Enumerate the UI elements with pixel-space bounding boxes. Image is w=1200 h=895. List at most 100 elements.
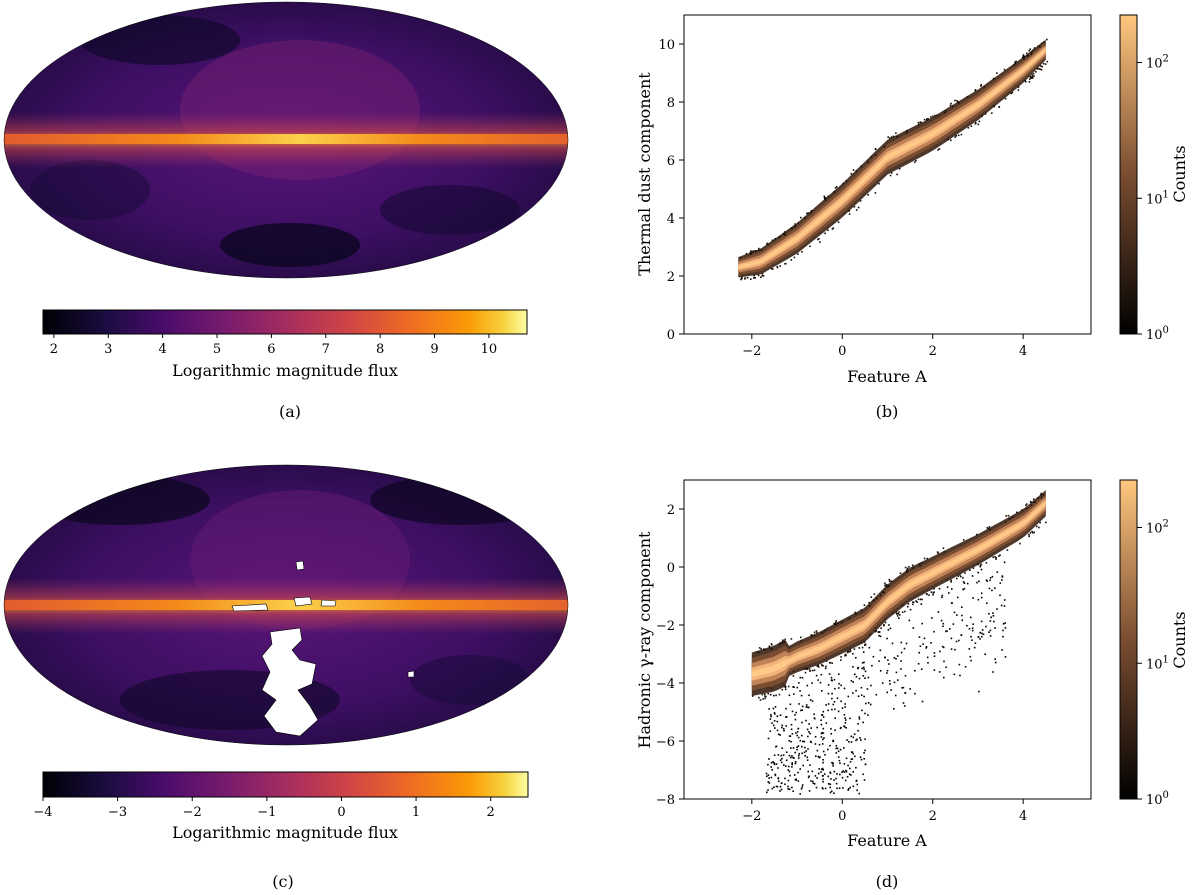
hist-d-sparse-bin — [798, 703, 800, 705]
axis-d-ytick-label: 2 — [667, 503, 675, 518]
hist-d-sparse-bin — [852, 653, 854, 655]
hist-d-sparse-bin — [825, 660, 828, 662]
hist-d-sparse-bin — [821, 732, 823, 734]
hist-b-sparse-bin — [793, 225, 796, 227]
hist-b-sparse-bin — [1040, 42, 1043, 45]
hist-d-sparse-bin — [902, 686, 905, 689]
hist-d-sparse-bin — [800, 788, 803, 790]
colorbar-c — [42, 771, 529, 798]
hist-d-sparse-bin — [867, 676, 870, 679]
hist-d-sparse-bin — [921, 700, 924, 703]
hist-d-sparse-bin — [1028, 535, 1030, 538]
hist-d-sparse-bin — [959, 573, 961, 576]
hist-b-sparse-bin — [960, 133, 963, 136]
hist-b-sparse-bin — [750, 251, 753, 254]
hist-d-sparse-bin — [956, 614, 958, 616]
hist-b-sparse-bin — [930, 116, 932, 118]
hist-d-sparse-bin — [791, 755, 793, 757]
hist-b-sparse-bin — [771, 268, 773, 270]
hist-d-sparse-bin — [832, 763, 834, 765]
hist-d-sparse-bin — [906, 567, 909, 570]
hist-b-sparse-bin — [797, 253, 799, 255]
hist-d-sparse-bin — [899, 572, 902, 574]
hist-b-sparse-bin — [970, 125, 973, 127]
axis-b-ytick-label: 2 — [667, 270, 675, 285]
hist-d-sparse-bin — [760, 648, 762, 650]
hist-d-sparse-bin — [1016, 511, 1018, 514]
colorbar-d-label: Counts — [1170, 611, 1189, 668]
hist-d-sparse-bin — [950, 602, 953, 604]
hist-d-sparse-bin — [781, 757, 783, 760]
panel-a: 2 3 4 5 6 7 8 9 10 Logarithmic magnitude flux (a… — [3, 1, 569, 421]
hist-d-sparse-bin — [779, 785, 782, 788]
hist-b-sparse-bin — [1030, 51, 1033, 53]
hist-d-sparse-bin — [850, 751, 853, 753]
hist-d-sparse-bin — [784, 777, 786, 780]
hist-d-sparse-bin — [844, 717, 846, 719]
hist-d-sparse-bin — [989, 528, 991, 531]
hist-d-sparse-bin — [787, 685, 790, 688]
hist-d-sparse-bin — [850, 680, 853, 682]
hist-d-sparse-bin — [979, 638, 981, 640]
hist-b-sparse-bin — [1040, 68, 1043, 71]
hist-d-sparse-bin — [869, 703, 872, 706]
hist-d-sparse-bin — [787, 779, 790, 782]
hist-d-sparse-bin — [895, 658, 897, 660]
hist-d-sparse-bin — [923, 557, 926, 560]
hist-b-sparse-bin — [932, 115, 934, 118]
hist-b-sparse-bin — [835, 186, 838, 188]
axis-d-xtick-label: 4 — [1019, 809, 1027, 824]
axis-d-ytick-label: −6 — [656, 735, 675, 750]
hist-d-sparse-bin — [795, 732, 797, 734]
hist-d-sparse-bin — [769, 718, 772, 720]
hist-d-sparse-bin — [829, 783, 832, 786]
hist-d-sparse-bin — [811, 682, 813, 684]
hist-d-sparse-bin — [794, 718, 797, 721]
hist-d-sparse-bin — [950, 648, 953, 650]
hist-d-sparse-bin — [900, 641, 903, 644]
hist-d-sparse-bin — [820, 736, 823, 738]
hist-d-sparse-bin — [808, 731, 810, 733]
axis-d-ytick-label: −4 — [656, 677, 675, 692]
hist-b-sparse-bin — [740, 278, 742, 281]
hist-d-sparse-bin — [801, 786, 803, 788]
hist-b-sparse-bin — [818, 238, 820, 240]
hist-d-sparse-bin — [884, 582, 886, 585]
hist-d-sparse-bin — [805, 706, 808, 708]
hist-b-sparse-bin — [1023, 55, 1025, 58]
hist-d-sparse-bin — [873, 593, 876, 595]
hist-d-sparse-bin — [830, 733, 833, 735]
hist-b-sparse-bin — [874, 154, 877, 156]
hist-d-sparse-bin — [883, 624, 885, 627]
hist-d-sparse-bin — [992, 671, 994, 673]
hist-d-sparse-bin — [785, 751, 788, 753]
hist-b-sparse-bin — [745, 253, 748, 255]
hist-d-sparse-bin — [803, 740, 806, 743]
hist-d-sparse-bin — [787, 788, 789, 790]
hist-b-sparse-bin — [760, 276, 762, 279]
hist-b-sparse-bin — [889, 174, 892, 177]
hist-d-sparse-bin — [804, 671, 807, 674]
hist-d-sparse-bin — [792, 790, 794, 792]
hist-d-sparse-bin — [792, 686, 794, 688]
hist-d-sparse-bin — [871, 664, 873, 667]
hist-d-sparse-bin — [911, 564, 914, 567]
hist-d-sparse-bin — [847, 788, 850, 790]
hist-d-sparse-bin — [759, 699, 762, 701]
hist-d-sparse-bin — [890, 689, 892, 691]
hist-b-sparse-bin — [779, 265, 781, 267]
hist-d-sparse-bin — [876, 597, 878, 600]
hist-d-sparse-bin — [933, 591, 935, 593]
hist-d-sparse-bin — [1004, 622, 1006, 624]
hist-d-sparse-bin — [838, 673, 840, 675]
hist-d-sparse-bin — [773, 762, 775, 764]
hist-d-sparse-bin — [792, 756, 794, 759]
hist-d-sparse-bin — [920, 562, 923, 564]
ylabel-b: Thermal dust component — [635, 72, 654, 276]
hist-d-sparse-bin — [848, 741, 850, 743]
hist-d-sparse-bin — [861, 646, 864, 649]
hist-d-sparse-bin — [769, 730, 772, 732]
hist-b-sparse-bin — [892, 135, 895, 138]
hist-d-sparse-bin — [856, 789, 858, 792]
hist-d-sparse-bin — [995, 558, 997, 560]
